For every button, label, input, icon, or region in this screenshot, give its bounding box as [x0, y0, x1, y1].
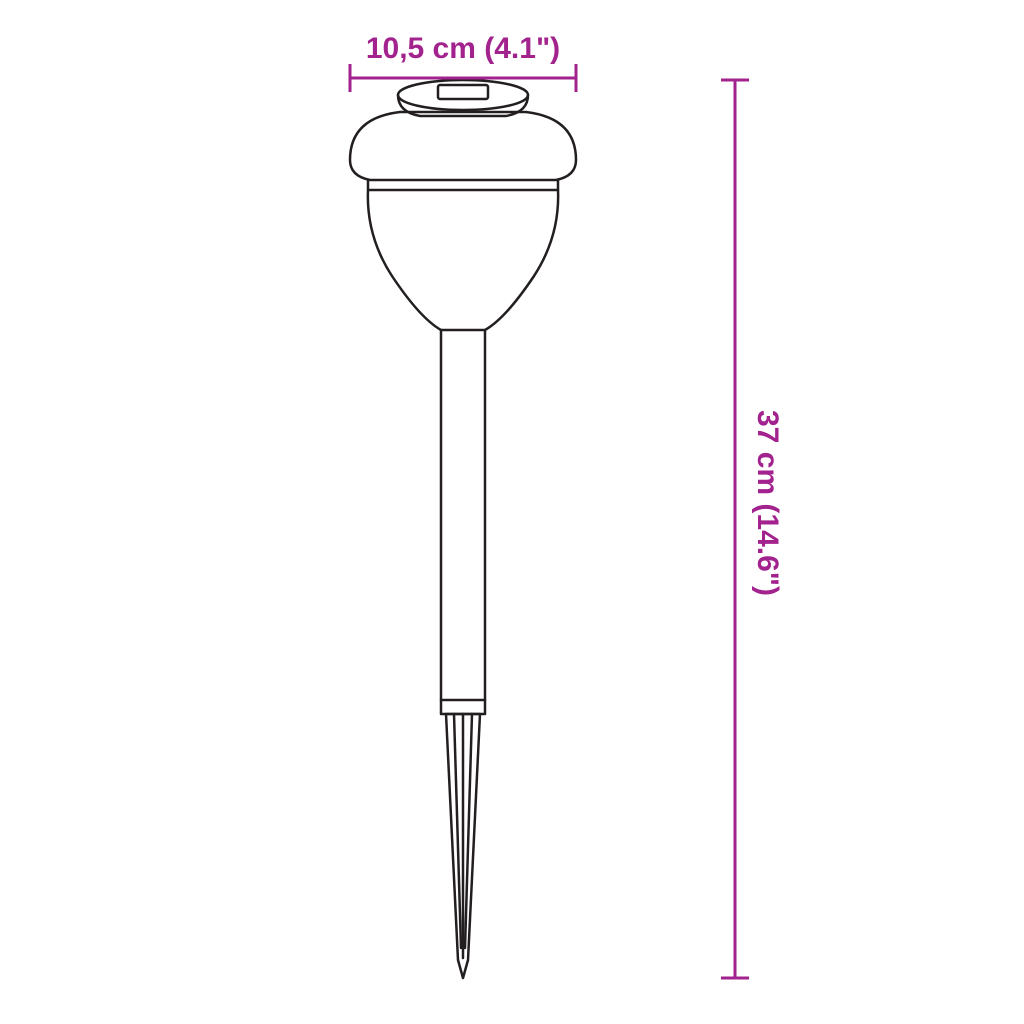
dimension-width-label: 10,5 cm (4.1") [350, 32, 576, 66]
dimension-height-label: 37 cm (14.6") [750, 410, 784, 596]
dimension-lines [0, 0, 1024, 1024]
diagram-stage: 10,5 cm (4.1") 37 cm (14.6") [0, 0, 1024, 1024]
